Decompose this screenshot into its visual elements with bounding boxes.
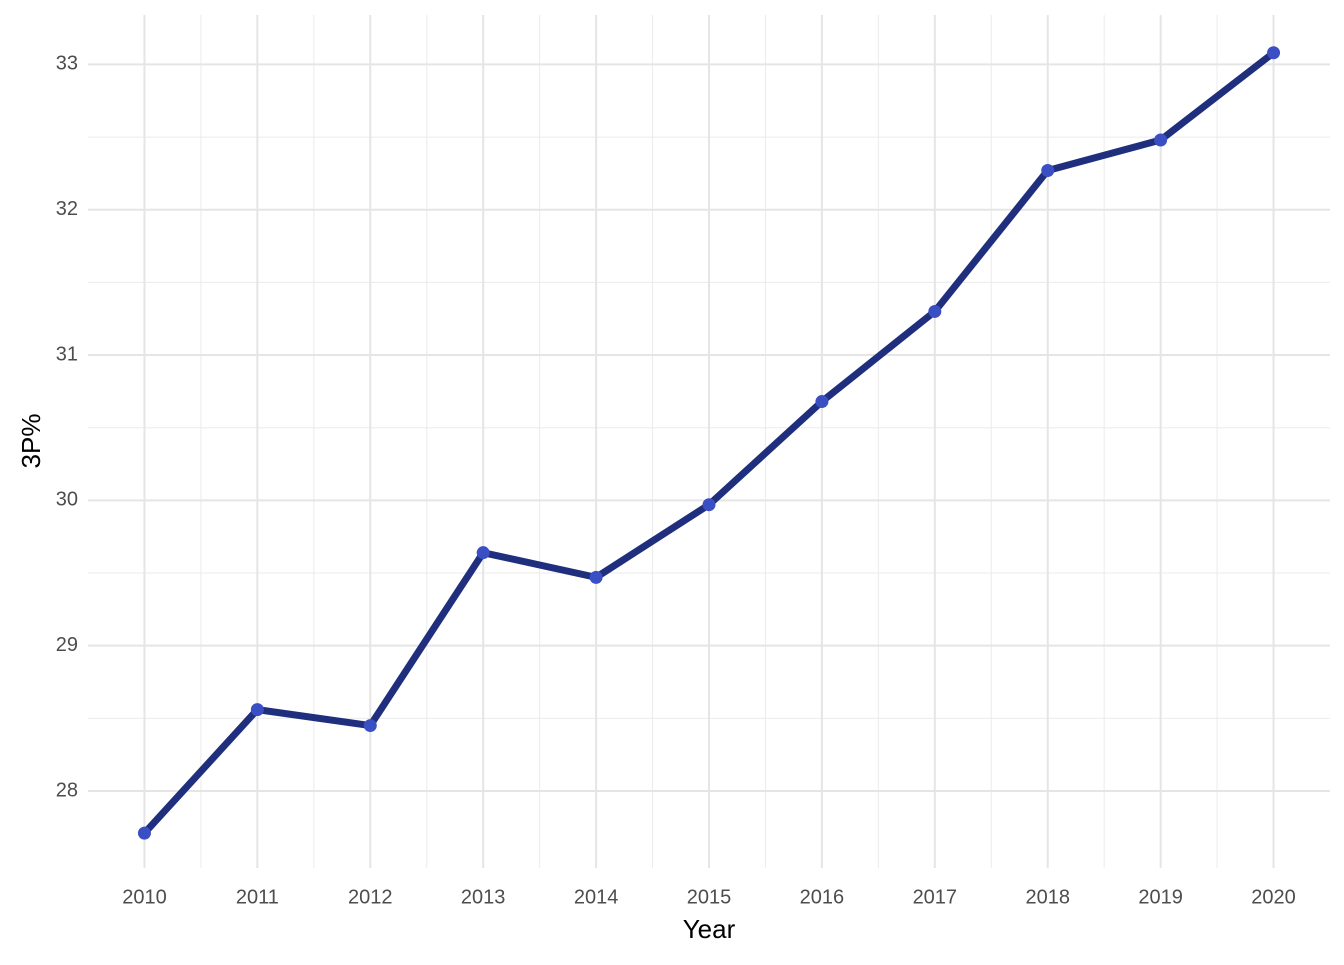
y-tick-label: 28 [56,779,78,801]
y-axis-title: 3P% [16,414,46,469]
x-tick-label: 2011 [236,886,279,908]
x-axis-title: Year [683,914,736,944]
point [589,570,603,584]
point [137,826,151,840]
x-tick-label: 2013 [461,886,506,908]
x-tick-label: 2020 [1251,886,1296,908]
x-tick-label: 2010 [122,886,167,908]
point [1267,46,1281,60]
x-tick-label: 2014 [574,886,619,908]
point [476,546,490,560]
y-tick-label: 32 [56,198,78,220]
x-tick-label: 2019 [1138,886,1183,908]
x-tick-label: 2012 [348,886,393,908]
point [363,719,377,733]
y-tick-label: 33 [56,53,78,75]
y-tick-label: 30 [56,489,78,511]
y-tick-label: 29 [56,634,78,656]
x-tick-label: 2018 [1025,886,1070,908]
point [1154,133,1168,147]
x-tick-label: 2017 [913,886,958,908]
x-tick-label: 2016 [800,886,845,908]
point [1041,163,1055,177]
point [928,304,942,318]
point [702,498,716,512]
y-tick-label: 31 [56,343,78,365]
point [250,703,264,717]
point [815,395,829,409]
x-tick-label: 2015 [687,886,732,908]
